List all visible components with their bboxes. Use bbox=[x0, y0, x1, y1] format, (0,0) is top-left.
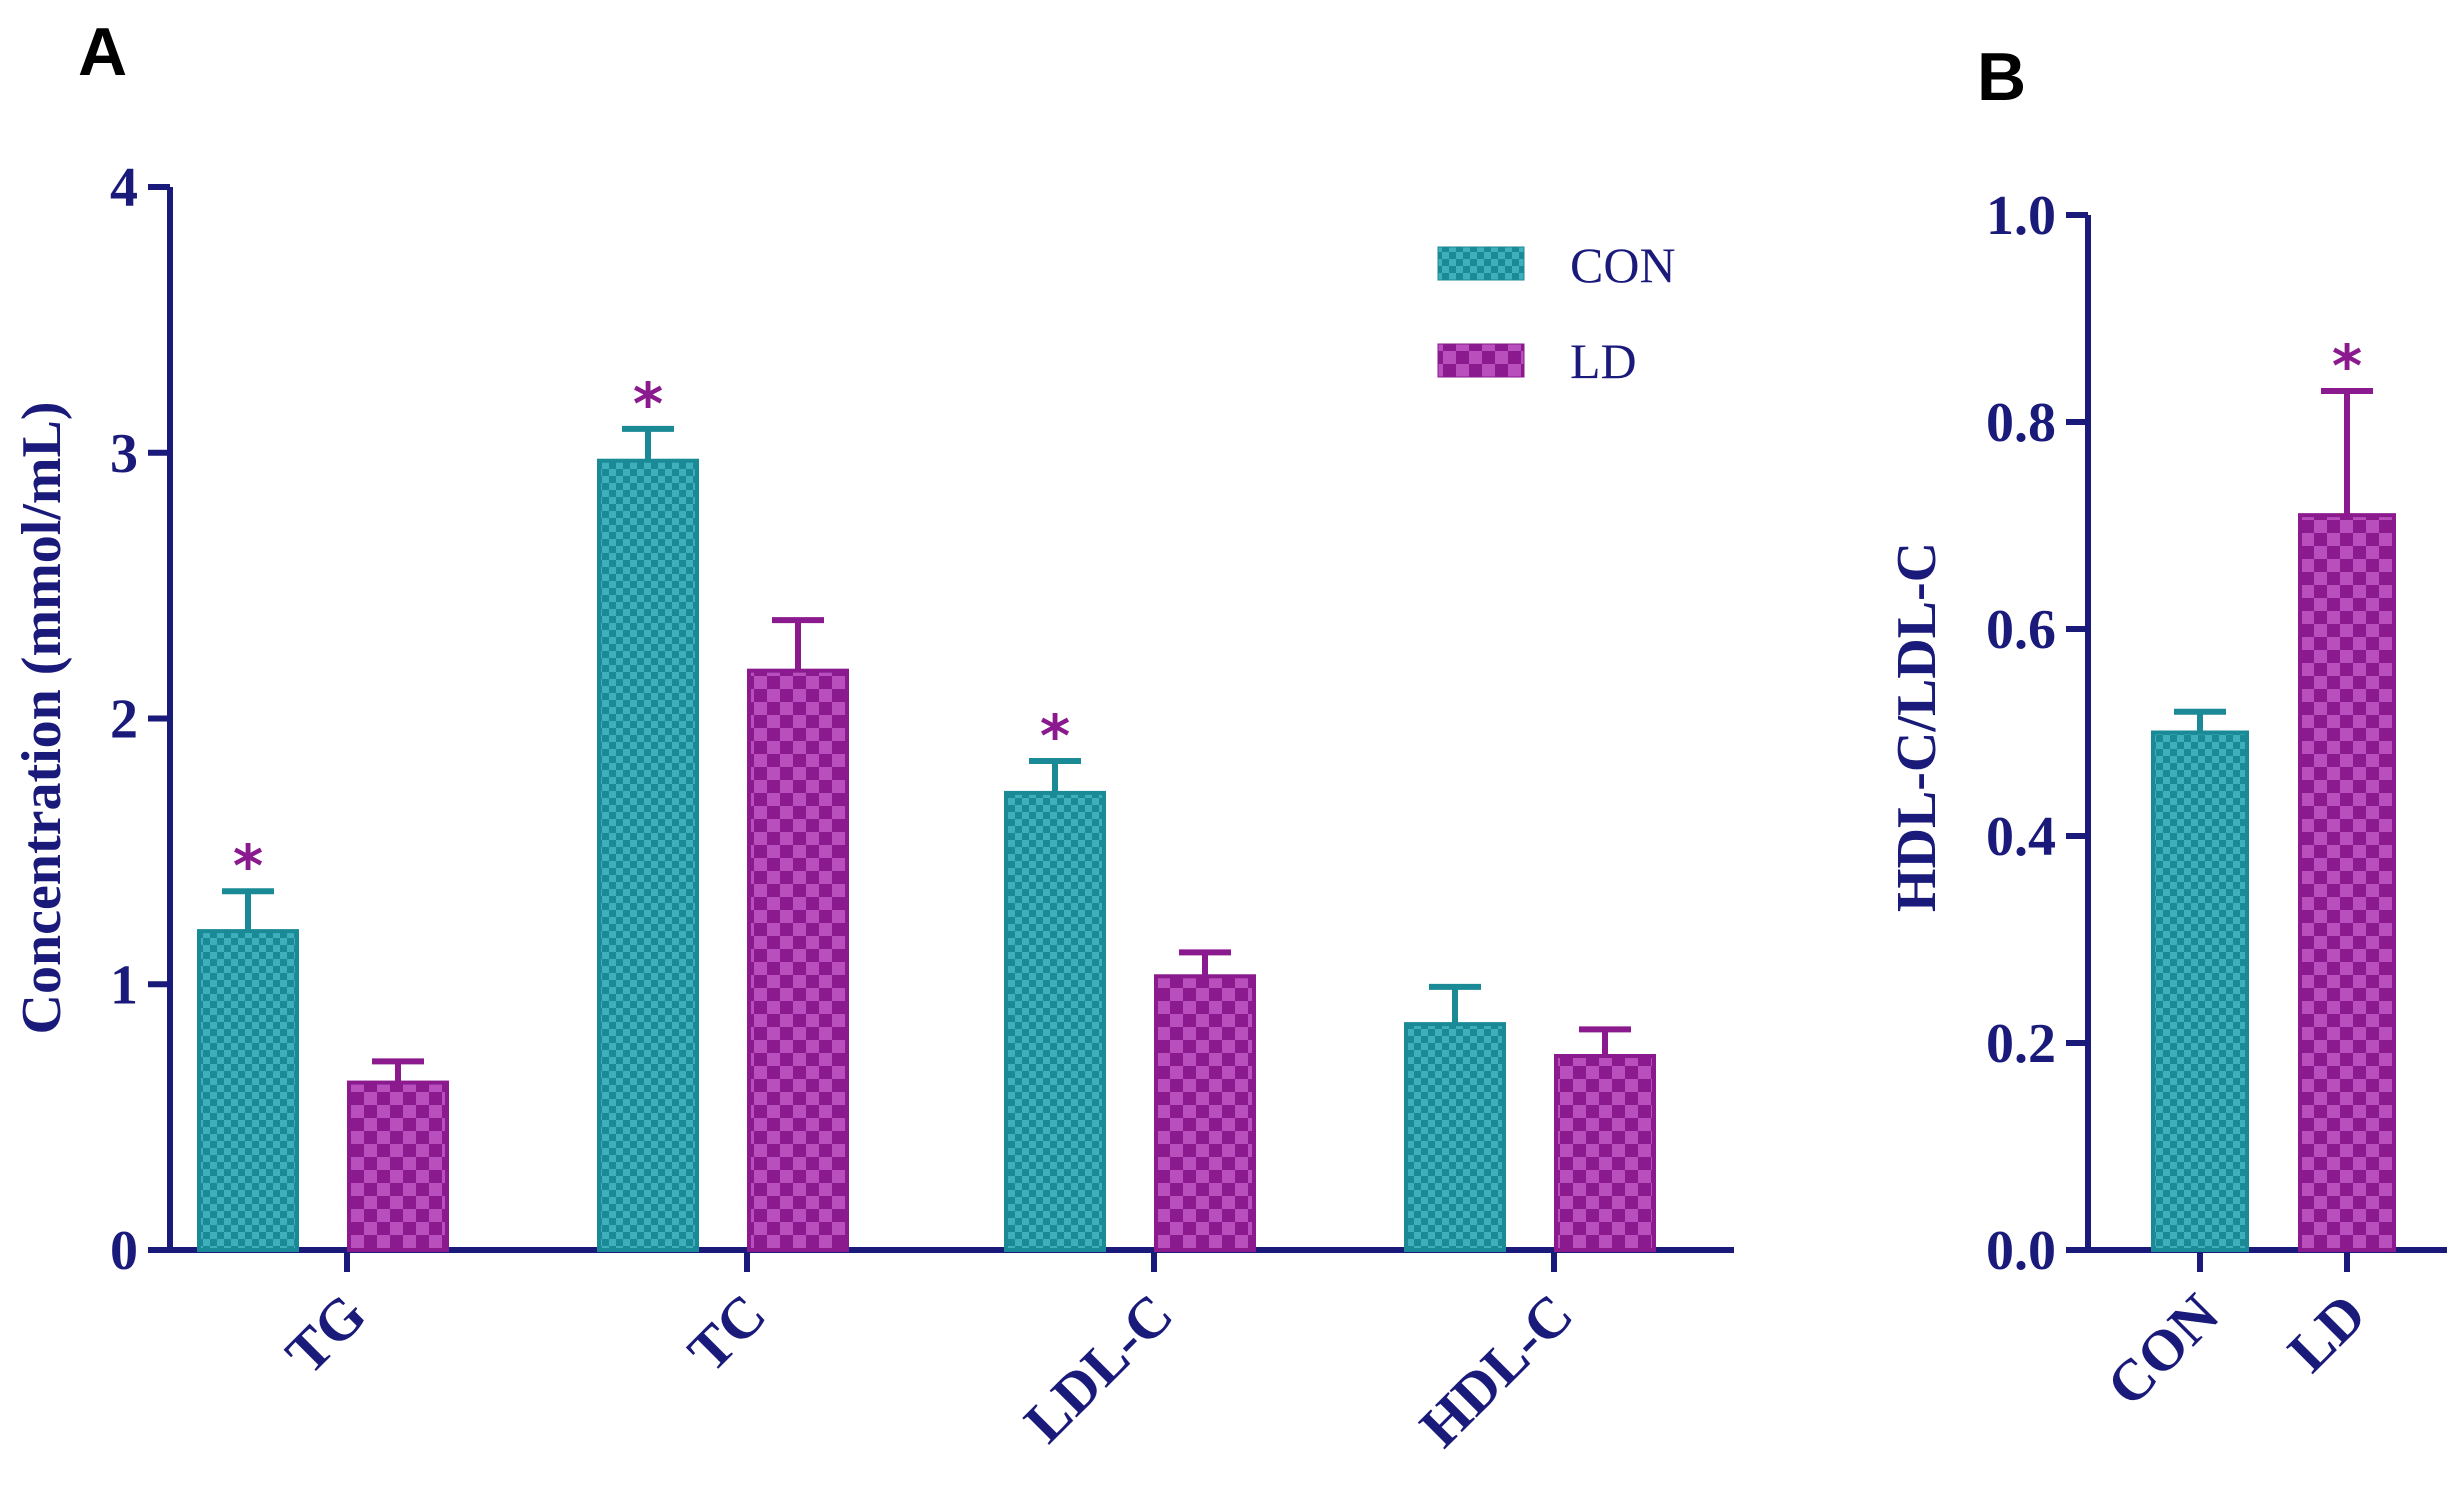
panel-a-category-label: TG bbox=[273, 1281, 378, 1386]
legend-label-con: CON bbox=[1570, 237, 1676, 293]
bar-ld-tg bbox=[347, 1080, 449, 1253]
panel-a: A Concentration (mmol/mL) 0 1 2 3 4 TG TC LDL-C… bbox=[11, 14, 1734, 1459]
bar-con-tc bbox=[597, 458, 699, 1253]
bar-con-ldl-c-significance-star: * bbox=[1040, 702, 1070, 770]
panel-a-letter: A bbox=[78, 14, 127, 90]
panel-a-legend: CON LD bbox=[1437, 237, 1676, 389]
panel-a-y-tick-label: 0 bbox=[110, 1220, 138, 1282]
panel-b-y-tick-label: 0.0 bbox=[1986, 1220, 2056, 1282]
panel-a-category-label: TC bbox=[675, 1281, 778, 1384]
panel-a-y-axis-title: Concentration (mmol/mL) bbox=[11, 401, 73, 1034]
panel-b-y-axis-title: HDL-C/LDL-C bbox=[1886, 542, 1948, 912]
bar-ratio-con bbox=[2151, 730, 2249, 1252]
bar-con-ldl-c bbox=[1004, 790, 1106, 1252]
panel-b-y-tick-label: 0.8 bbox=[1986, 392, 2056, 454]
panel-b-y-tick-label: 0.6 bbox=[1986, 599, 2056, 661]
bar-ld-ldl-c bbox=[1154, 974, 1256, 1253]
panel-a-y-tick-label: 4 bbox=[110, 157, 138, 219]
panel-b-category-label: LD bbox=[2275, 1281, 2378, 1384]
panel-a-bars: * * * bbox=[197, 370, 1656, 1253]
legend-label-ld: LD bbox=[1570, 333, 1637, 389]
panel-a-y-tick-label: 3 bbox=[110, 423, 138, 485]
bar-con-tg bbox=[197, 929, 299, 1252]
panel-b-y-tick-label: 0.2 bbox=[1986, 1013, 2056, 1075]
panel-a-category-label: LDL-C bbox=[1012, 1281, 1186, 1455]
panel-b-y-tick-label: 0.4 bbox=[1986, 806, 2056, 868]
panel-b-bars: * bbox=[2151, 332, 2396, 1252]
panel-b-y-tick-label: 1.0 bbox=[1986, 185, 2056, 247]
panel-b-letter: B bbox=[1977, 39, 2026, 115]
bar-con-hdl-c bbox=[1404, 1022, 1506, 1253]
bar-ratio-ld bbox=[2298, 513, 2396, 1252]
bar-con-tg-significance-star: * bbox=[233, 832, 263, 900]
panel-b: B HDL-C/LDL-C 0.0 0.2 0.4 0.6 0.8 1.0 CON LD * bbox=[1886, 39, 2447, 1418]
panel-a-category-label: HDL-C bbox=[1407, 1281, 1585, 1459]
bar-ld-tc bbox=[747, 668, 849, 1252]
panel-a-y-tick-label: 2 bbox=[110, 689, 138, 751]
panel-a-y-tick-label: 1 bbox=[110, 954, 138, 1016]
bar-ld-hdl-c bbox=[1554, 1054, 1656, 1252]
bar-con-tc-significance-star: * bbox=[633, 370, 663, 438]
bar-ratio-ld-significance-star: * bbox=[2332, 332, 2362, 400]
panel-b-category-label: CON bbox=[2094, 1281, 2231, 1418]
legend-swatch-con bbox=[1437, 246, 1525, 281]
legend-swatch-ld bbox=[1437, 343, 1525, 378]
